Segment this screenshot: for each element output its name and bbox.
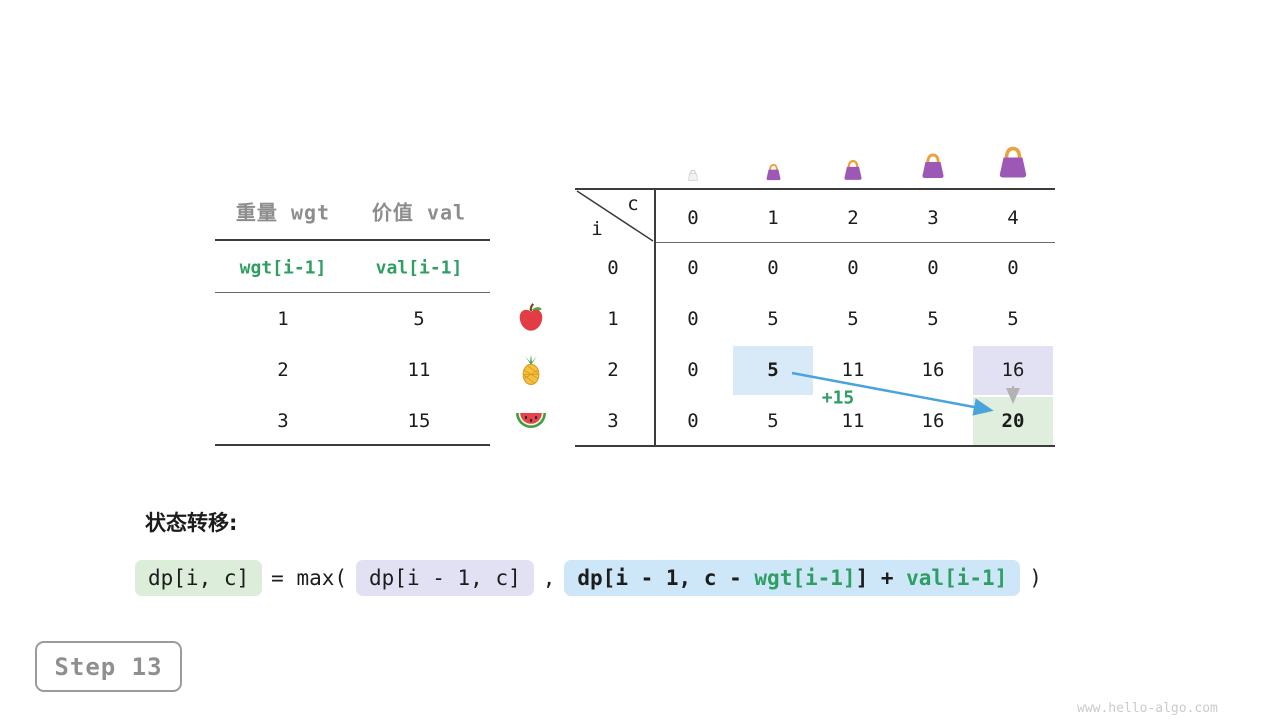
formula-comma: , [542, 566, 556, 590]
dp-table-rule-header [655, 242, 1055, 243]
dp-cell: 0 [687, 257, 699, 279]
formula-take-prefix: dp[i - 1, c - [577, 566, 755, 590]
dp-cell: 0 [687, 359, 699, 381]
corner-diagonal [576, 190, 654, 242]
dp-cell: 16 [921, 359, 945, 381]
bag-icon-0 [686, 169, 700, 182]
item-weight-cell: 2 [277, 359, 289, 381]
weight-column-header: 重量 wgt [235, 200, 331, 225]
dp-row-header: 3 [607, 410, 619, 432]
formula-take-mid: ] + [855, 566, 907, 590]
apple-icon [516, 303, 546, 333]
dp-cell: 11 [841, 410, 865, 432]
dp-row-header: 1 [607, 308, 619, 330]
wgt-var-cell: wgt[i-1] [239, 257, 327, 279]
items-table-rule-top [215, 239, 490, 241]
dp-cell: 16 [1001, 359, 1025, 381]
dp-cell: 0 [927, 257, 939, 279]
step-badge: Step 13 [35, 641, 182, 692]
dp-cell: 5 [767, 410, 779, 432]
dp-col-header: 1 [767, 207, 779, 229]
formula-take-wgt: wgt[i-1] [754, 566, 856, 590]
dp-cell: 0 [687, 308, 699, 330]
dp-cell: 16 [921, 410, 945, 432]
corner-col-var: c [627, 193, 639, 215]
item-weight-cell: 1 [277, 308, 289, 330]
dp-cell: 5 [1007, 308, 1019, 330]
formula-max-operator: = max( [271, 566, 348, 590]
dp-cell: 0 [1007, 257, 1019, 279]
dp-col-header: 2 [847, 207, 859, 229]
dp-col-header: 3 [927, 207, 939, 229]
dp-table-rule-bottom [575, 445, 1055, 447]
item-value-cell: 11 [407, 359, 431, 381]
bag-icon-3 [917, 152, 949, 181]
formula-dp-current: dp[i, c] [135, 560, 263, 596]
items-table-rule-bottom [215, 444, 490, 446]
dp-table-rule-vertical [654, 188, 656, 447]
bag-icon-4 [993, 145, 1033, 181]
dp-cell-current: 20 [1001, 410, 1025, 432]
dp-cell: 0 [847, 257, 859, 279]
dp-row-header: 0 [607, 257, 619, 279]
dp-cell: 11 [841, 359, 865, 381]
dp-col-header: 4 [1007, 207, 1019, 229]
bag-icon-1 [763, 163, 784, 182]
item-value-cell: 5 [413, 308, 425, 330]
state-transition-formula: dp[i, c] = max( dp[i - 1, c] , dp[i - 1,… [135, 560, 1042, 596]
item-value-cell: 15 [407, 410, 431, 432]
dp-cell: 0 [767, 257, 779, 279]
dp-cell: 5 [767, 308, 779, 330]
dp-table-rule-top [575, 188, 1055, 190]
dp-cell: 0 [687, 410, 699, 432]
item-weight-cell: 3 [277, 410, 289, 432]
value-column-header: 价值 val [371, 200, 467, 225]
dp-cell-source: 5 [767, 359, 779, 381]
corner-row-var: i [591, 218, 603, 240]
state-transition-label: 状态转移: [145, 511, 238, 535]
watermark: www.hello-algo.com [1077, 701, 1218, 716]
dp-cell: 5 [847, 308, 859, 330]
watermelon-icon [515, 411, 547, 431]
formula-dp-skip: dp[i - 1, c] [356, 560, 534, 596]
dp-col-header: 0 [687, 207, 699, 229]
items-table-rule-mid [215, 292, 490, 293]
formula-dp-take: dp[i - 1, c - wgt[i-1]] + val[i-1] [564, 560, 1021, 596]
bag-icon-2 [840, 159, 866, 182]
dp-row-header: 2 [607, 359, 619, 381]
pineapple-icon [517, 354, 545, 386]
transition-value-annotation: +15 [821, 387, 855, 409]
val-var-cell: val[i-1] [375, 257, 463, 279]
formula-close-paren: ) [1029, 566, 1042, 590]
formula-take-val: val[i-1] [906, 566, 1008, 590]
dp-cell: 5 [927, 308, 939, 330]
